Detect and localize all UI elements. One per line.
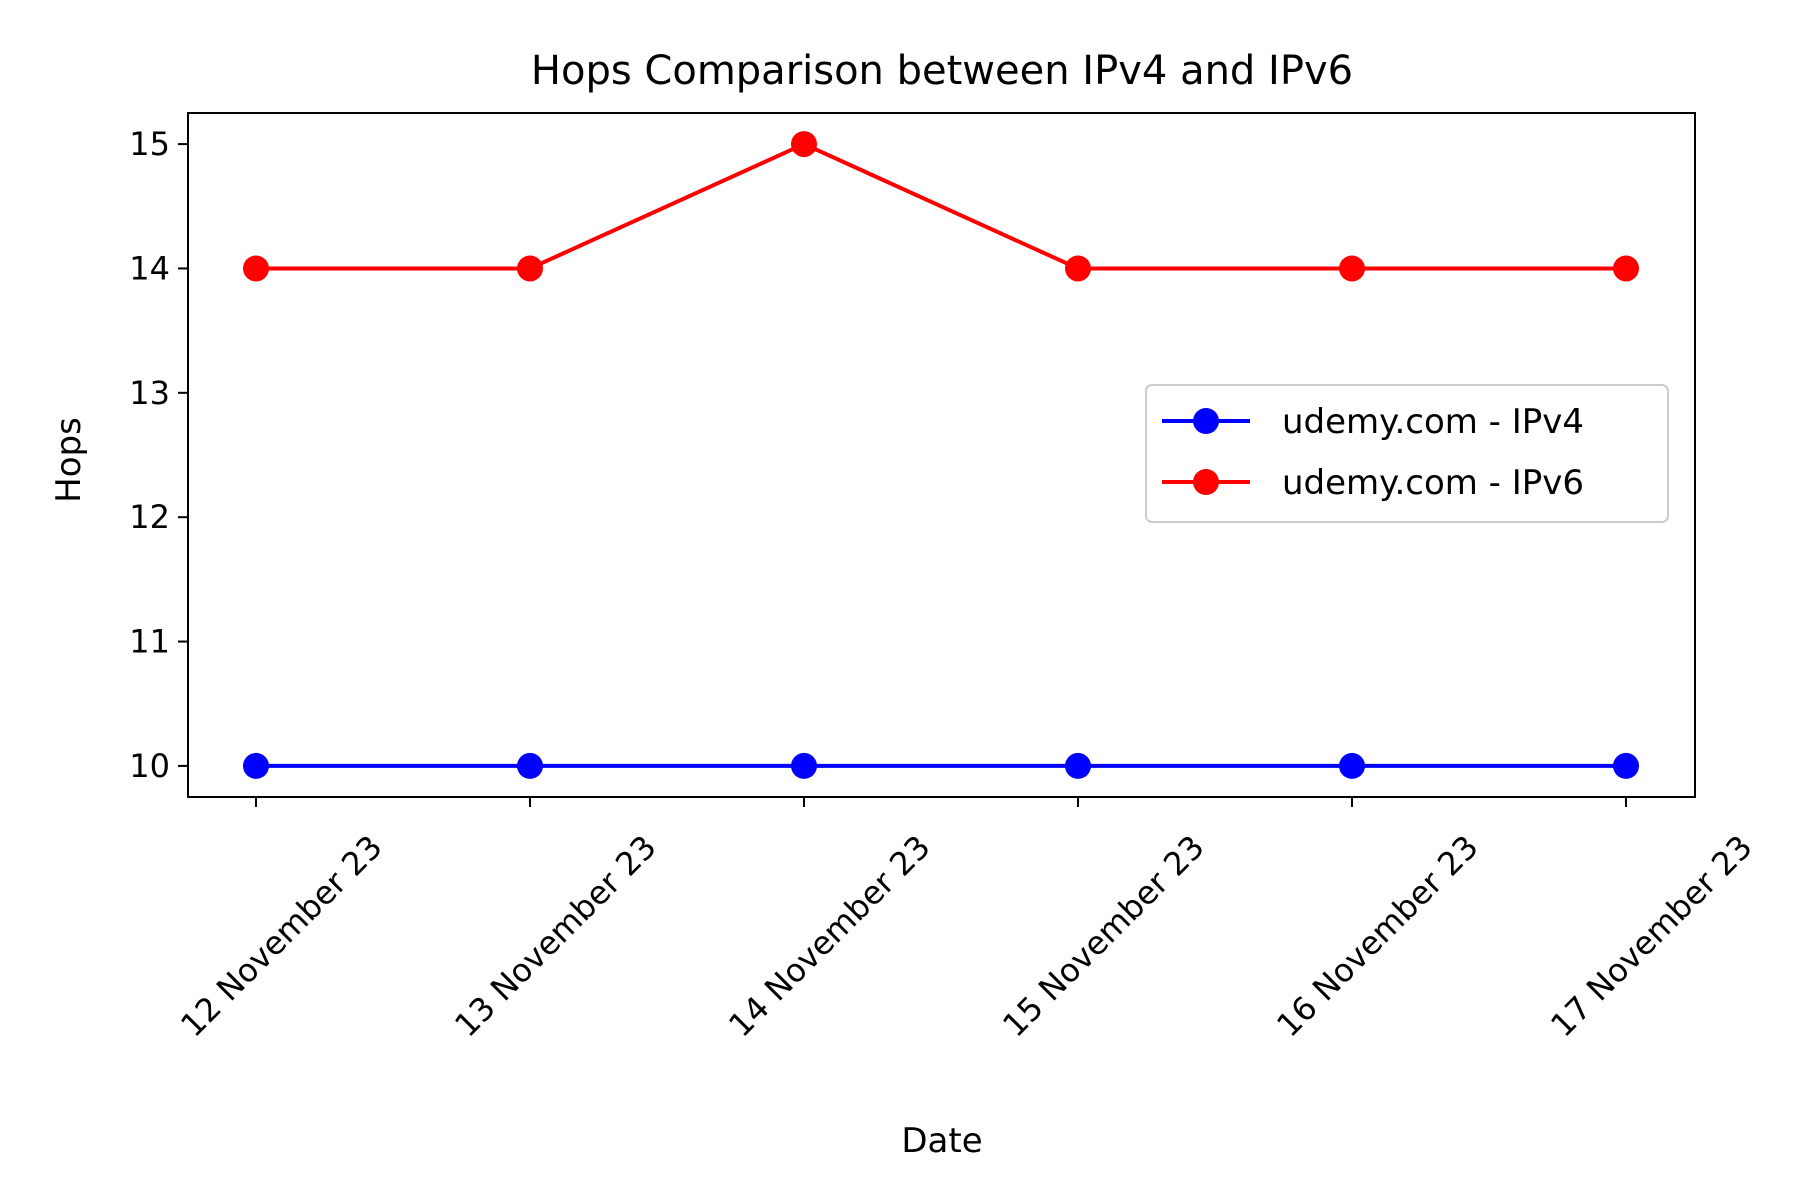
- data-point: [243, 255, 269, 282]
- legend-label: udemy.com - IPv6: [1282, 463, 1584, 503]
- chart-title: Hops Comparison between IPv4 and IPv6: [531, 48, 1353, 94]
- legend-item: udemy.com - IPv6: [1162, 463, 1584, 503]
- x-axis-label: Date: [901, 1121, 982, 1161]
- series-2: [243, 131, 1639, 282]
- legend-item: udemy.com - IPv4: [1162, 402, 1584, 442]
- data-point: [1613, 255, 1639, 282]
- data-point: [791, 752, 817, 779]
- data-point: [1613, 752, 1639, 779]
- series-layer: [243, 131, 1639, 779]
- legend-marker: [1193, 469, 1219, 495]
- data-point: [243, 752, 269, 779]
- series-1: [243, 752, 1639, 779]
- y-axis-label: Hops: [49, 417, 89, 503]
- y-tick-label: 14: [129, 249, 170, 287]
- y-tick-label: 10: [129, 747, 170, 785]
- data-point: [517, 255, 543, 282]
- y-axis: 10 11 12 13 14 15: [129, 125, 188, 785]
- legend: udemy.com - IPv4 udemy.com - IPv6: [1145, 384, 1669, 523]
- legend-label: udemy.com - IPv4: [1282, 402, 1584, 442]
- data-point: [517, 752, 543, 779]
- y-tick-label: 11: [129, 623, 170, 661]
- data-point: [1339, 752, 1365, 779]
- data-point: [791, 131, 817, 158]
- data-point: [1065, 752, 1091, 779]
- legend-box: [1145, 384, 1669, 523]
- legend-marker: [1193, 408, 1219, 434]
- plot-frame: [187, 112, 1696, 798]
- data-point: [1339, 255, 1365, 282]
- y-tick-label: 13: [129, 374, 170, 412]
- y-tick-label: 12: [129, 498, 170, 536]
- series-line: [256, 142, 1626, 271]
- data-point: [1065, 255, 1091, 282]
- y-tick-label: 15: [129, 125, 170, 163]
